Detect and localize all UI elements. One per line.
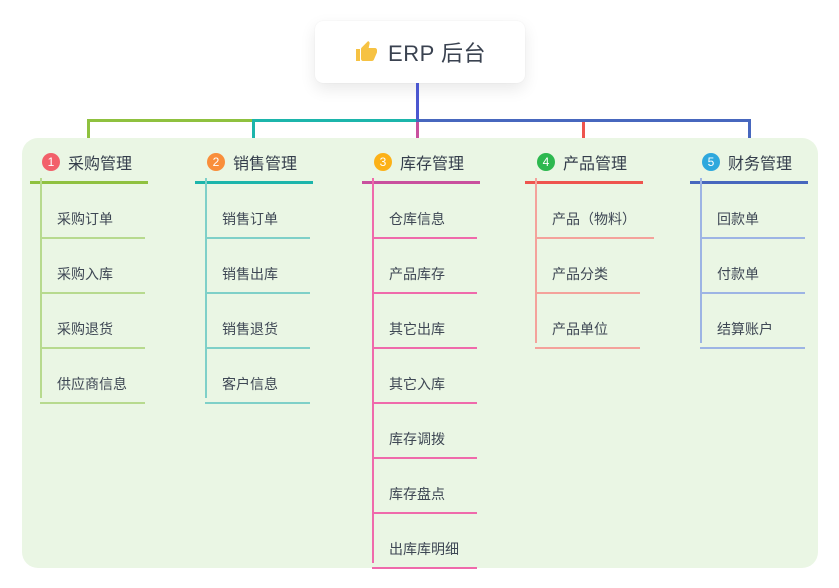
node-item[interactable]: 产品单位 xyxy=(535,294,640,349)
node-item[interactable]: 产品库存 xyxy=(372,239,477,294)
thumbs-up-icon xyxy=(356,41,378,61)
node-item-label: 采购订单 xyxy=(57,211,113,227)
node-item[interactable]: 结算账户 xyxy=(700,294,805,349)
connector-horizontal-left xyxy=(87,119,254,122)
node-item-label: 采购退货 xyxy=(57,321,113,337)
branch-badge-2: 2 xyxy=(207,153,225,171)
node-item[interactable]: 采购入库 xyxy=(40,239,145,294)
branch-finance: 5 财务管理 回款单付款单结算账户 xyxy=(690,150,839,349)
node-item[interactable]: 客户信息 xyxy=(205,349,310,404)
branch-rail xyxy=(40,178,42,398)
connector-drop-branch-2 xyxy=(252,122,255,143)
connector-drop-branch-4 xyxy=(582,122,585,143)
branch-rail xyxy=(372,178,374,563)
node-item-label: 库存调拨 xyxy=(389,431,445,447)
branch-label: 采购管理 xyxy=(68,156,133,173)
branch-label: 库存管理 xyxy=(400,156,465,173)
branch-badge-3: 3 xyxy=(374,153,392,171)
branch-label: 产品管理 xyxy=(563,156,628,173)
node-item-label: 销售订单 xyxy=(222,211,278,227)
branch-items: 回款单付款单结算账户 xyxy=(690,184,839,349)
branch-items: 采购订单采购入库采购退货供应商信息 xyxy=(30,184,180,404)
node-item-label: 产品单位 xyxy=(552,321,608,337)
branch-items: 仓库信息产品库存其它出库其它入库库存调拨库存盘点出库库明细 xyxy=(362,184,512,569)
node-item-label: 产品库存 xyxy=(389,266,445,282)
node-item[interactable]: 供应商信息 xyxy=(40,349,145,404)
connector-drop-branch-1 xyxy=(87,122,90,143)
branch-header-product[interactable]: 4 产品管理 xyxy=(525,150,643,184)
node-item-label: 客户信息 xyxy=(222,376,278,392)
branch-badge-4: 4 xyxy=(537,153,555,171)
branch-badge-5: 5 xyxy=(702,153,720,171)
node-item[interactable]: 销售订单 xyxy=(205,184,310,239)
branch-label: 销售管理 xyxy=(233,156,298,173)
branch-rail xyxy=(700,178,702,343)
branch-header-finance[interactable]: 5 财务管理 xyxy=(690,150,808,184)
node-item[interactable]: 采购订单 xyxy=(40,184,145,239)
node-item[interactable]: 销售退货 xyxy=(205,294,310,349)
connector-horizontal-mid xyxy=(252,119,417,122)
node-item-label: 其它出库 xyxy=(389,321,445,337)
root-node[interactable]: ERP 后台 xyxy=(315,21,525,83)
branch-badge-1: 1 xyxy=(42,153,60,171)
connector-horizontal-right xyxy=(416,119,751,122)
node-item-label: 产品（物料） xyxy=(552,211,636,227)
node-item-label: 结算账户 xyxy=(717,321,773,337)
root-node-label: ERP 后台 xyxy=(388,41,486,66)
connector-drop-branch-3 xyxy=(416,122,419,143)
connector-drop-branch-5 xyxy=(748,122,751,143)
node-item-label: 其它入库 xyxy=(389,376,445,392)
node-item-label: 销售退货 xyxy=(222,321,278,337)
node-item-label: 库存盘点 xyxy=(389,486,445,502)
connector-root-drop xyxy=(416,83,419,121)
node-item[interactable]: 其它出库 xyxy=(372,294,477,349)
node-item[interactable]: 销售出库 xyxy=(205,239,310,294)
node-item[interactable]: 库存调拨 xyxy=(372,404,477,459)
node-item-label: 出库库明细 xyxy=(389,541,459,557)
node-item[interactable]: 产品分类 xyxy=(535,239,640,294)
node-item[interactable]: 回款单 xyxy=(700,184,805,239)
branch-header-inventory[interactable]: 3 库存管理 xyxy=(362,150,480,184)
branch-rail xyxy=(205,178,207,398)
branch-items: 产品（物料） 产品分类产品单位 xyxy=(525,184,675,349)
branch-header-sales[interactable]: 2 销售管理 xyxy=(195,150,313,184)
branch-sales: 2 销售管理 销售订单销售出库销售退货客户信息 xyxy=(195,150,345,404)
branch-header-purchase[interactable]: 1 采购管理 xyxy=(30,150,148,184)
node-item[interactable]: 采购退货 xyxy=(40,294,145,349)
branch-purchase: 1 采购管理 采购订单采购入库采购退货供应商信息 xyxy=(30,150,180,404)
branch-product: 4 产品管理 产品（物料） 产品分类产品单位 xyxy=(525,150,675,349)
node-item[interactable]: 其它入库 xyxy=(372,349,477,404)
branches-panel xyxy=(22,138,818,568)
node-item-label: 仓库信息 xyxy=(389,211,445,227)
node-item[interactable]: 产品（物料） xyxy=(535,184,654,239)
node-item[interactable]: 库存盘点 xyxy=(372,459,477,514)
node-item-label: 采购入库 xyxy=(57,266,113,282)
branch-rail xyxy=(535,178,537,343)
branch-label: 财务管理 xyxy=(728,156,793,173)
node-item-label: 回款单 xyxy=(717,211,759,227)
node-item-label: 销售出库 xyxy=(222,266,278,282)
node-item[interactable]: 出库库明细 xyxy=(372,514,477,569)
node-item-label: 付款单 xyxy=(717,266,759,282)
node-item[interactable]: 付款单 xyxy=(700,239,805,294)
branch-inventory: 3 库存管理 仓库信息产品库存其它出库其它入库库存调拨库存盘点出库库明细 xyxy=(362,150,512,569)
branch-items: 销售订单销售出库销售退货客户信息 xyxy=(195,184,345,404)
node-item-label: 供应商信息 xyxy=(57,376,127,392)
node-item[interactable]: 仓库信息 xyxy=(372,184,477,239)
node-item-label: 产品分类 xyxy=(552,266,608,282)
